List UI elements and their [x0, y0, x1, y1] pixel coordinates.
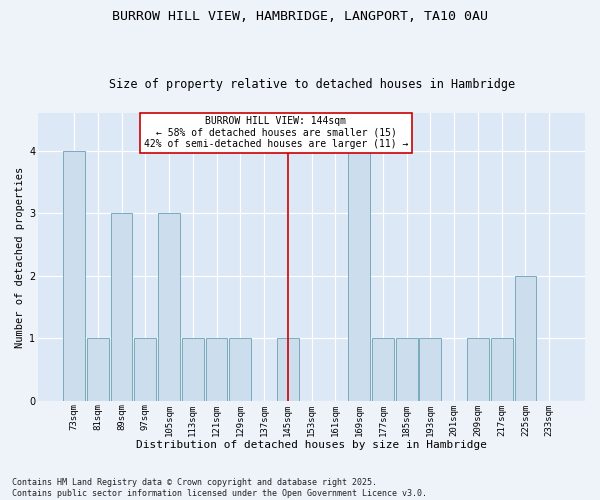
Bar: [515, 276, 536, 401]
Bar: [372, 338, 394, 401]
Bar: [158, 213, 180, 401]
Y-axis label: Number of detached properties: Number of detached properties: [15, 166, 25, 348]
Bar: [229, 338, 251, 401]
Text: BURROW HILL VIEW, HAMBRIDGE, LANGPORT, TA10 0AU: BURROW HILL VIEW, HAMBRIDGE, LANGPORT, T…: [112, 10, 488, 23]
Bar: [467, 338, 489, 401]
Bar: [491, 338, 512, 401]
Bar: [277, 338, 299, 401]
Bar: [63, 150, 85, 401]
Bar: [182, 338, 204, 401]
Bar: [206, 338, 227, 401]
Bar: [419, 338, 442, 401]
Text: BURROW HILL VIEW: 144sqm
← 58% of detached houses are smaller (15)
42% of semi-d: BURROW HILL VIEW: 144sqm ← 58% of detach…: [144, 116, 408, 150]
Title: Size of property relative to detached houses in Hambridge: Size of property relative to detached ho…: [109, 78, 515, 91]
Bar: [110, 213, 133, 401]
Bar: [87, 338, 109, 401]
Bar: [348, 150, 370, 401]
X-axis label: Distribution of detached houses by size in Hambridge: Distribution of detached houses by size …: [136, 440, 487, 450]
Bar: [134, 338, 156, 401]
Bar: [396, 338, 418, 401]
Text: Contains HM Land Registry data © Crown copyright and database right 2025.
Contai: Contains HM Land Registry data © Crown c…: [12, 478, 427, 498]
